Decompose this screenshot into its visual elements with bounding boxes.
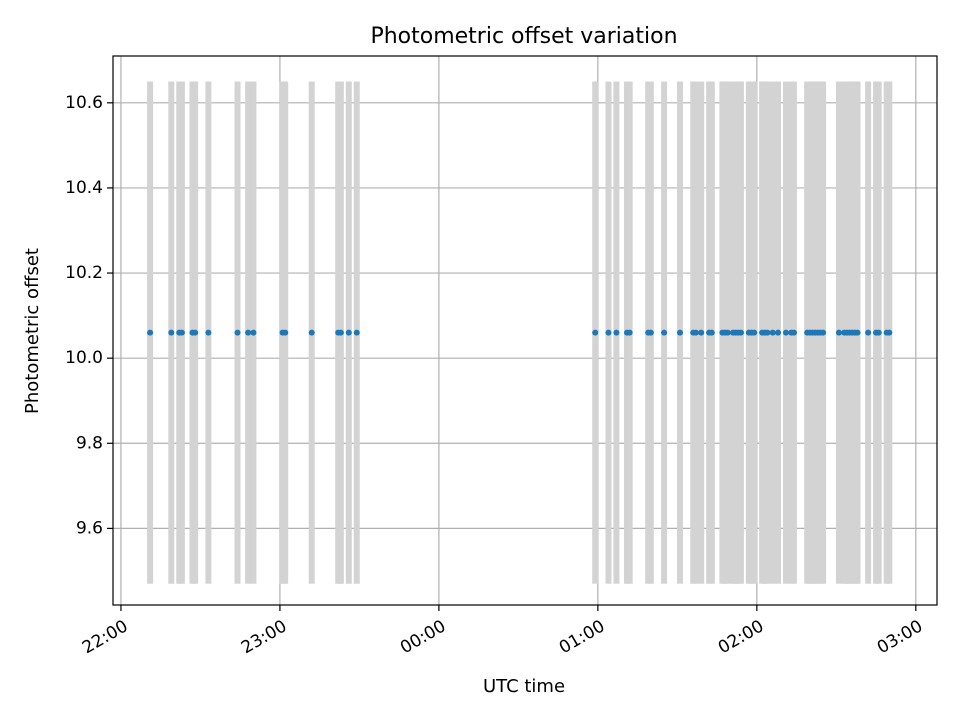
data-point bbox=[147, 329, 154, 336]
data-point bbox=[234, 329, 241, 336]
data-point bbox=[886, 329, 893, 336]
data-point bbox=[751, 329, 758, 336]
data-point bbox=[353, 329, 360, 336]
data-point bbox=[708, 329, 715, 336]
y-tick-label: 10.6 bbox=[65, 93, 103, 113]
data-point bbox=[245, 329, 252, 336]
data-points bbox=[147, 329, 893, 336]
data-point bbox=[308, 329, 315, 336]
data-point bbox=[661, 329, 668, 336]
y-tick-label: 10.0 bbox=[65, 348, 103, 368]
data-point bbox=[605, 329, 612, 336]
y-axis-title: Photometric offset bbox=[22, 248, 43, 414]
data-point bbox=[192, 329, 199, 336]
data-point bbox=[865, 329, 872, 336]
data-point bbox=[820, 329, 827, 336]
data-point bbox=[337, 329, 344, 336]
data-point bbox=[626, 329, 633, 336]
data-point bbox=[282, 329, 289, 336]
data-point bbox=[250, 329, 257, 336]
data-point bbox=[764, 329, 771, 336]
data-point bbox=[698, 329, 705, 336]
data-point bbox=[875, 329, 882, 336]
data-point bbox=[724, 329, 731, 336]
data-point bbox=[168, 329, 175, 336]
data-point bbox=[647, 329, 654, 336]
data-point bbox=[769, 329, 776, 336]
data-point bbox=[205, 329, 212, 336]
data-point bbox=[676, 329, 683, 336]
data-point bbox=[692, 329, 699, 336]
y-tick-label: 10.4 bbox=[65, 178, 103, 198]
data-point bbox=[854, 329, 861, 336]
x-axis-title: UTC time bbox=[483, 676, 565, 697]
data-point bbox=[178, 329, 185, 336]
plot-frame bbox=[112, 55, 938, 606]
data-point bbox=[790, 329, 797, 336]
data-point bbox=[775, 329, 782, 336]
y-tick-label: 10.2 bbox=[65, 263, 103, 283]
data-point bbox=[835, 329, 842, 336]
y-tick-label: 9.6 bbox=[76, 518, 103, 538]
data-point bbox=[592, 329, 599, 336]
data-point bbox=[737, 329, 744, 336]
data-point bbox=[613, 329, 620, 336]
data-point bbox=[345, 329, 352, 336]
y-tick-label: 9.8 bbox=[76, 433, 103, 453]
chart-title: Photometric offset variation bbox=[370, 24, 677, 49]
data-point bbox=[782, 329, 789, 336]
